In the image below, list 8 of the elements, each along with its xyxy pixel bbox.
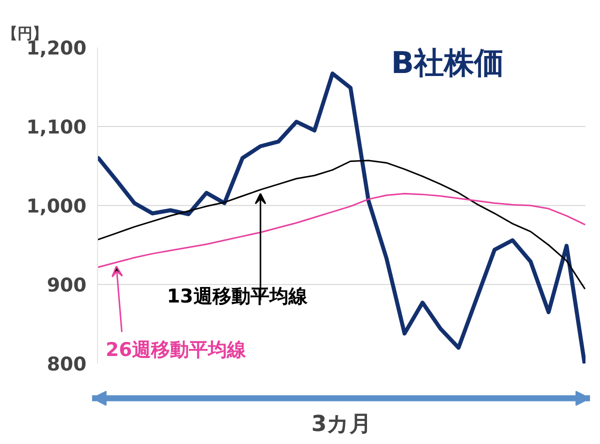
- chart-title: B社株価: [391, 46, 504, 81]
- y-tick-label: 800: [46, 354, 87, 376]
- line-series: [98, 192, 586, 268]
- y-tick-label: 1,100: [26, 116, 87, 138]
- x-axis-title: 3カ月: [311, 412, 372, 438]
- y-tick-label: 900: [46, 274, 87, 296]
- text: 26週移動平均線: [106, 339, 248, 362]
- y-tick-label: 1,000: [26, 196, 87, 218]
